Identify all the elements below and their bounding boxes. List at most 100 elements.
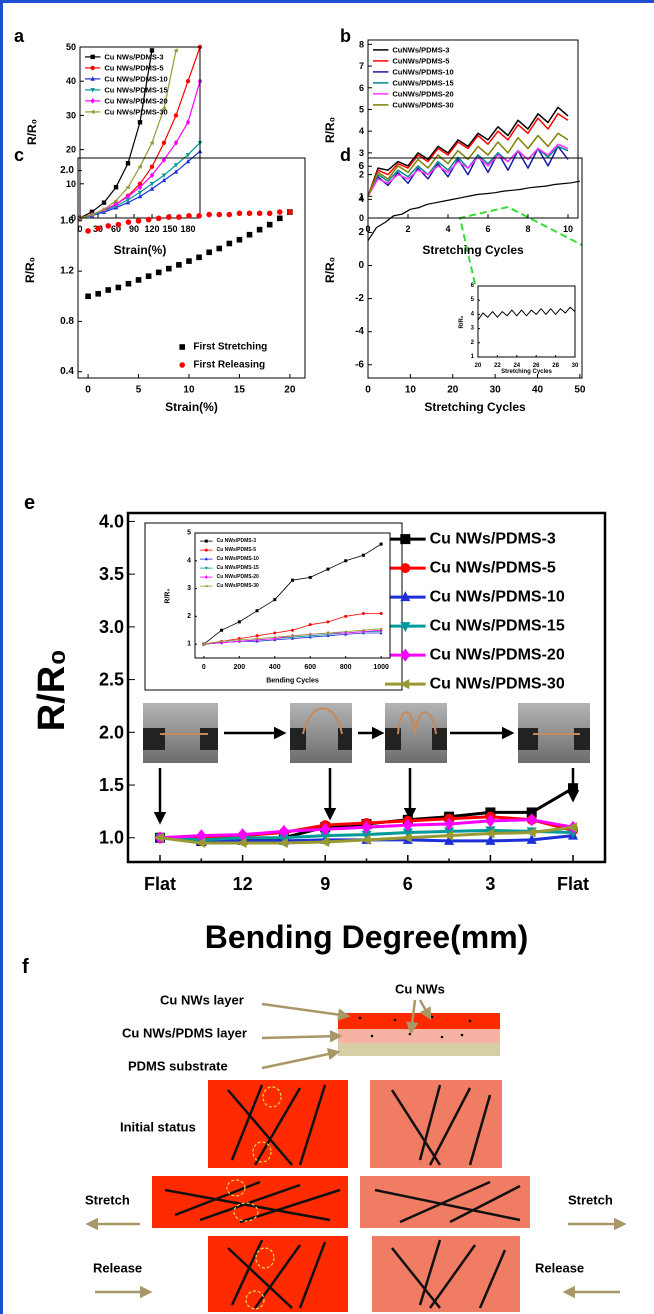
- marker: [113, 198, 118, 204]
- y-tick-label: 1: [471, 354, 475, 360]
- marker: [137, 181, 143, 186]
- legend-marker: [204, 584, 208, 588]
- marker: [266, 221, 273, 228]
- plot-frame: [367, 39, 579, 219]
- marker: [266, 210, 273, 217]
- marker: [85, 293, 91, 300]
- wire-diagrams: [152, 1080, 530, 1312]
- marker: [526, 813, 537, 827]
- legend-label: Cu NWs/PDMS-3: [217, 538, 257, 544]
- y-tick-label: 3: [187, 585, 191, 592]
- x-tick-label: 20: [447, 385, 459, 396]
- legend-marker: [90, 88, 95, 93]
- x-tick-label: 22: [494, 363, 501, 369]
- marker: [155, 215, 162, 222]
- legend-label: Cu NWs/PDMS-10: [104, 74, 167, 83]
- x-tick-label: 30: [572, 363, 579, 369]
- y-tick-label: 0.4: [60, 366, 74, 377]
- arrows: [153, 726, 580, 825]
- marker: [115, 221, 122, 228]
- marker: [220, 628, 224, 632]
- marker: [137, 190, 143, 195]
- marker: [568, 783, 578, 794]
- marker: [276, 209, 283, 215]
- marker: [135, 277, 142, 283]
- layer-diagram: [85, 999, 627, 1299]
- plot-frame: [77, 157, 306, 379]
- marker: [149, 182, 155, 187]
- y-tick-label: 10: [66, 179, 76, 189]
- series-line: [367, 113, 569, 197]
- y-axis-label: R/R₀: [165, 588, 172, 603]
- y-tick-label: 6: [359, 83, 364, 93]
- photos: [143, 703, 590, 763]
- y-tick-label: 20: [66, 145, 76, 155]
- legend-marker: [90, 65, 95, 71]
- y-tick-label: 1.0: [99, 828, 124, 848]
- marker: [226, 240, 233, 247]
- marker: [95, 225, 101, 232]
- marker: [166, 265, 172, 272]
- legend-marker: [90, 109, 95, 115]
- legend-label: Cu NWs/PDMS-20: [430, 647, 565, 664]
- marker: [344, 614, 348, 618]
- marker: [105, 223, 112, 229]
- marker: [226, 211, 233, 218]
- marker: [113, 201, 119, 208]
- marker: [236, 210, 243, 217]
- marker: [379, 627, 383, 631]
- panel-label: f: [22, 956, 29, 978]
- y-axis-label: R/R₀: [23, 257, 37, 283]
- marker: [361, 553, 365, 557]
- marker: [255, 637, 259, 641]
- marker: [101, 207, 106, 212]
- marker: [361, 830, 372, 841]
- marker: [320, 822, 331, 836]
- x-tick-label: 20: [475, 363, 482, 369]
- series-line: [367, 180, 581, 242]
- marker: [567, 822, 577, 833]
- x-axis-label: Bending Cycles: [266, 678, 319, 685]
- panel-label: d: [340, 145, 351, 165]
- x-tick-label: 600: [304, 664, 316, 671]
- panel-label: c: [14, 145, 24, 165]
- x-tick-label: 2: [405, 224, 410, 234]
- y-tick-label: 8: [359, 39, 364, 49]
- y-tick-label: 6: [471, 283, 475, 289]
- marker: [186, 213, 192, 219]
- marker: [173, 48, 178, 53]
- marker: [401, 832, 412, 843]
- diagram-label: Release: [93, 1261, 142, 1276]
- x-tick-label: 10: [183, 385, 195, 396]
- marker: [320, 831, 331, 842]
- legend-marker: [90, 54, 95, 60]
- y-tick-label: 0.8: [60, 316, 74, 327]
- marker: [173, 163, 179, 168]
- x-tick-label: 0: [202, 664, 206, 671]
- legend-label: Cu NWs/PDMS-10: [430, 589, 565, 606]
- marker: [149, 48, 155, 53]
- marker: [161, 140, 167, 145]
- plot-frame: [367, 157, 583, 379]
- y-tick-label: 4: [358, 194, 364, 205]
- y-tick-label: 5: [359, 104, 364, 114]
- legend-label: Cu NWs/PDMS-5: [217, 547, 257, 553]
- y-tick-label: 50: [66, 42, 76, 52]
- marker: [343, 630, 347, 634]
- x-tick-label: 60: [111, 224, 121, 234]
- y-tick-label: 2.5: [99, 670, 124, 690]
- marker: [149, 172, 155, 179]
- x-tick-label: 30: [490, 385, 502, 396]
- legend-label: Cu NWs/PDMS-5: [430, 560, 556, 577]
- marker: [161, 157, 167, 163]
- diagram-label: Initial status: [120, 1120, 196, 1135]
- x-tick-label: 3: [485, 874, 495, 894]
- legend-marker: [399, 679, 410, 690]
- marker: [166, 214, 172, 220]
- legend-label: Cu NWs/PDMS-3: [104, 52, 163, 61]
- border: [0, 0, 654, 3]
- marker: [216, 211, 223, 218]
- plot-frame: [477, 285, 576, 358]
- marker: [308, 575, 312, 579]
- marker: [101, 200, 107, 205]
